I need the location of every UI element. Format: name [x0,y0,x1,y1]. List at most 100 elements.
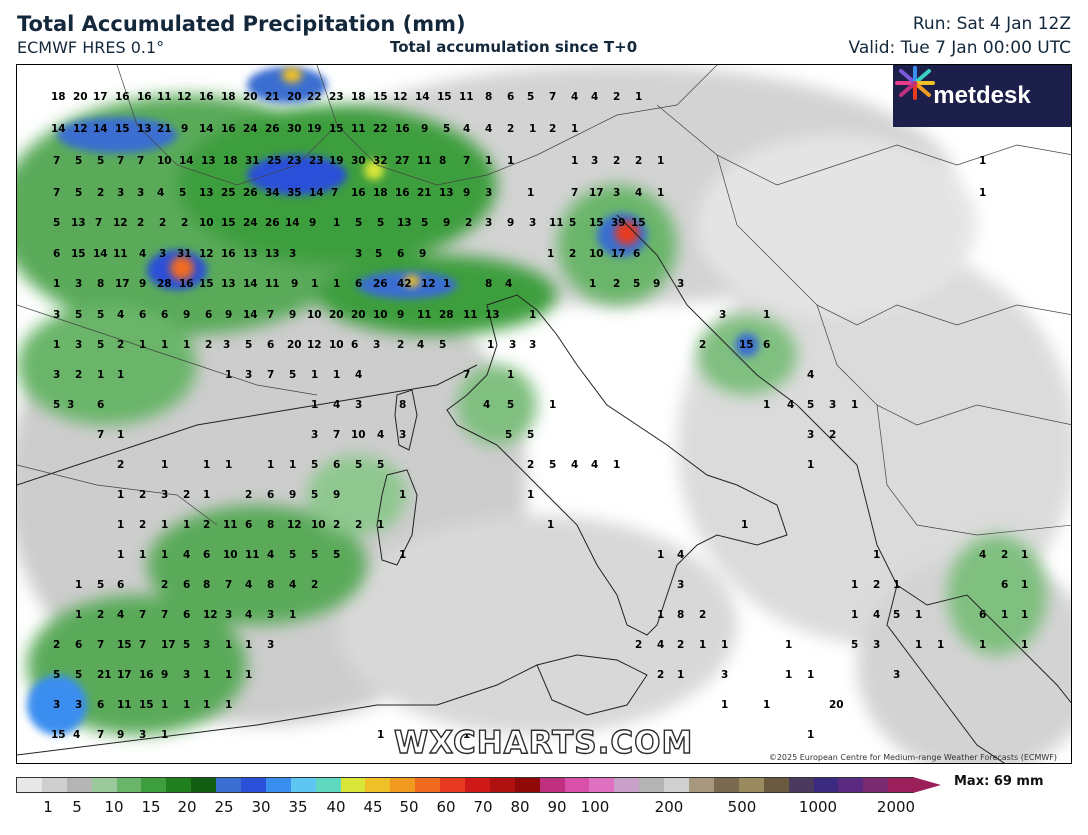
colorbar-swatch [141,778,167,792]
station-value: 2 [699,339,706,351]
station-value: 1 [139,339,146,351]
station-value: 19 [307,123,322,135]
station-value: 2 [507,123,514,135]
station-value: 8 [267,519,274,531]
logo-text: metdesk [933,82,1031,109]
station-value: 2 [97,187,104,199]
station-value: 1 [979,155,986,167]
station-value: 1 [117,489,124,501]
station-value: 3 [529,339,536,351]
station-value: 2 [203,519,210,531]
station-value: 6 [183,579,190,591]
station-value: 1 [267,459,274,471]
station-value: 7 [549,91,556,103]
station-value: 30 [351,155,366,167]
colorbar-swatch [340,778,366,792]
station-value: 1 [657,609,664,621]
station-value: 22 [307,91,322,103]
station-value: 3 [719,309,726,321]
station-value: 5 [377,217,384,229]
station-value: 5 [179,187,186,199]
colorbar-swatch [216,778,242,792]
station-value: 11 [157,91,172,103]
station-value: 1 [589,278,596,290]
colorbar-swatch [863,778,889,792]
station-value: 8 [97,278,104,290]
colorbar-swatch [689,778,714,792]
station-value: 2 [97,609,104,621]
station-value: 9 [289,489,296,501]
station-value: 23 [329,91,344,103]
station-value: 30 [287,123,302,135]
station-value: 1 [547,519,554,531]
station-value: 5 [355,217,362,229]
station-value: 8 [267,579,274,591]
station-value: 1 [807,729,814,741]
station-value: 13 [71,217,86,229]
station-value: 11 [463,309,478,321]
station-value: 6 [397,248,404,260]
station-value: 4 [657,639,664,651]
coastlines [17,214,1071,763]
station-value: 4 [73,729,80,741]
station-value: 4 [245,579,252,591]
station-value: 9 [507,217,514,229]
station-value: 12 [287,519,302,531]
station-value: 6 [979,609,986,621]
colorbar-swatch [315,778,341,792]
station-value: 12 [393,91,408,103]
station-value: 6 [139,309,146,321]
station-value: 13 [397,217,412,229]
station-value: 9 [397,309,404,321]
station-value: 5 [53,217,60,229]
station-value: 1 [161,459,168,471]
station-value: 18 [223,155,238,167]
station-value: 17 [611,248,626,260]
colorbar-swatch [639,778,665,792]
colorbar-swatch [17,778,42,792]
precipitation-colorbar [16,777,914,793]
station-value: 31 [245,155,260,167]
colorbar-swatch [241,778,266,792]
station-value: 1 [979,187,986,199]
station-value: 26 [243,187,258,199]
colorbar-tick-label: 1000 [798,798,838,816]
colorbar-tick-label: 70 [473,798,493,816]
station-value: 16 [221,123,236,135]
station-value: 35 [287,187,302,199]
station-value: 3 [203,639,210,651]
station-value: 1 [97,369,104,381]
station-value: 3 [75,699,82,711]
station-value: 1 [657,187,664,199]
station-value: 20 [243,91,258,103]
station-value: 1 [75,579,82,591]
station-value: 9 [161,669,168,681]
station-value: 20 [73,91,88,103]
station-value: 1 [873,549,880,561]
station-value: 6 [355,278,362,290]
metdesk-logo[interactable]: metdesk [893,65,1071,127]
station-value: 13 [265,248,280,260]
colorbar-swatch [365,778,391,792]
station-value: 1 [529,123,536,135]
station-value: 3 [245,369,252,381]
colorbar-tick-label: 35 [288,798,308,816]
station-value: 5 [75,187,82,199]
station-value: 1 [161,549,168,561]
station-value: 8 [399,399,406,411]
precipitation-map[interactable]: 18 20 17 16 16 11 12 16 18 20 21 20 22 2… [16,64,1072,764]
station-value: 1 [1021,549,1028,561]
station-value: 19 [329,155,344,167]
station-value: 13 [243,248,258,260]
colorbar-swatch [664,778,690,792]
station-value: 1 [75,609,82,621]
station-value: 3 [137,187,144,199]
station-value: 1 [203,489,210,501]
station-value: 21 [265,91,280,103]
station-value: 1 [487,339,494,351]
station-value: 28 [157,278,172,290]
station-value: 11 [223,519,238,531]
station-value: 2 [873,579,880,591]
station-value: 1 [289,459,296,471]
station-value: 7 [225,579,232,591]
